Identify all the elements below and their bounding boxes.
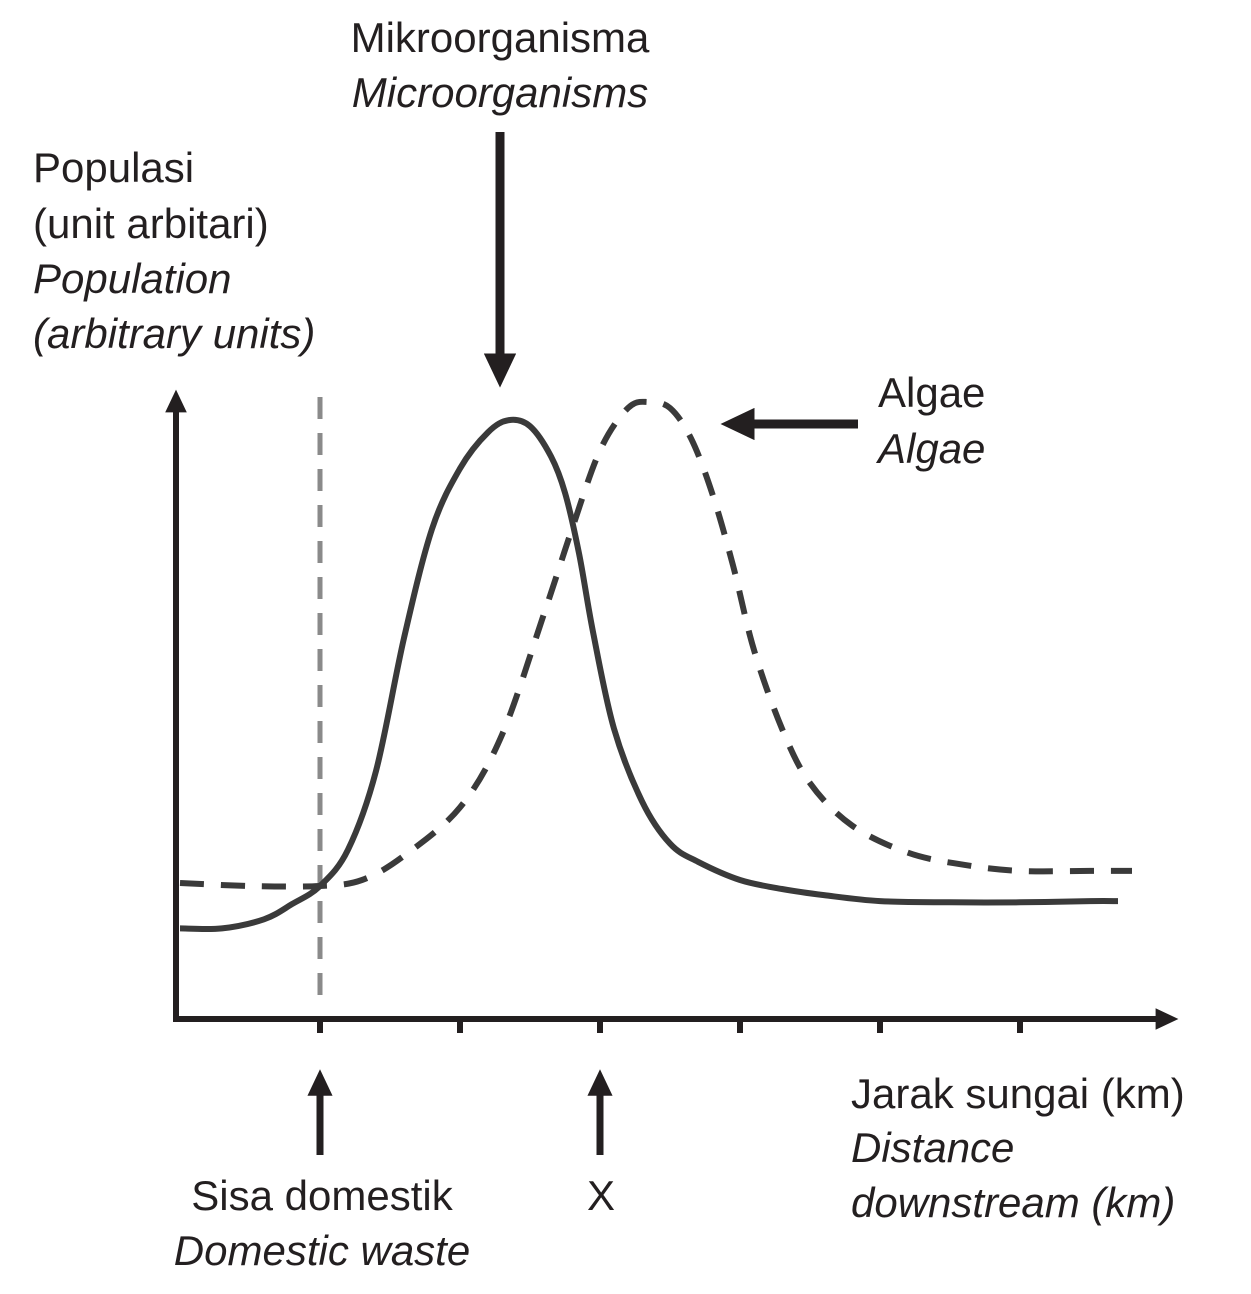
y-axis-label-malay-1: Populasi [33, 144, 194, 191]
algae-label-english: Algae [875, 425, 985, 472]
x-axis-label-malay: Jarak sungai (km) [851, 1070, 1185, 1117]
x-axis-label-english-1: Distance [851, 1124, 1014, 1171]
microorganism-label-malay: Mikroorganisma [351, 14, 650, 61]
algae-curve [179, 398, 1132, 890]
domestic-waste-label-malay: Sisa domestik [191, 1172, 453, 1219]
domestic-waste-label-english: Domestic waste [174, 1227, 470, 1274]
mikroorganisma-curve [179, 416, 1119, 933]
microorganism-label-english: Microorganisms [352, 69, 648, 116]
y-axis-label-malay-2: (unit arbitari) [33, 200, 269, 247]
x-axis-label-english-2: downstream (km) [851, 1179, 1175, 1226]
x-marker-label: X [587, 1172, 615, 1219]
algae-label-malay: Algae [878, 369, 985, 416]
y-axis-label-english-2: (arbitrary units) [33, 310, 315, 357]
y-axis-label-english-1: Population [33, 255, 232, 302]
